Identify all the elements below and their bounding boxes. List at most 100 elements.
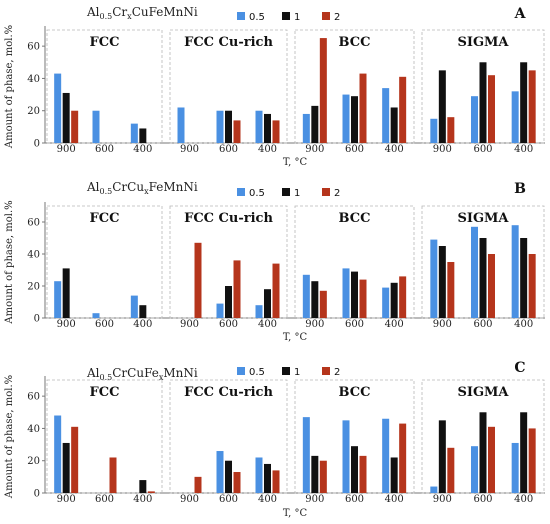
legend-label: 1	[294, 367, 300, 378]
x-tick-label: 600	[345, 494, 364, 505]
x-tick-label: 900	[433, 144, 452, 155]
y-tick-label: 20	[27, 106, 40, 117]
bar-series-2	[272, 263, 280, 318]
x-axis-label: T, °C	[283, 157, 308, 168]
bar-series-2	[194, 476, 202, 493]
x-tick-label: 900	[180, 494, 199, 505]
chart-title-part: FeMnNi	[149, 180, 198, 194]
bar-series-1	[520, 62, 528, 143]
bar-series-2	[488, 75, 495, 143]
bar-series-1	[479, 62, 487, 143]
panel-letter: C	[514, 360, 525, 376]
bar-series-0	[130, 123, 138, 143]
bar-series-1	[390, 282, 398, 318]
bar-series-1	[390, 457, 398, 493]
bar-series-0	[342, 94, 350, 143]
panel-letter: A	[514, 6, 527, 22]
bar-series-2	[194, 242, 202, 318]
x-tick-label: 900	[305, 494, 324, 505]
bar-series-0	[430, 239, 438, 318]
bar-series-0	[54, 73, 62, 143]
chart-panel-c: Amount of phase, mol.% 0 20 40 60 FCC 900 600 40…	[4, 360, 545, 519]
bar-series-0	[342, 268, 350, 318]
phase-group-label: SIGMA	[457, 35, 509, 50]
bar-series-1	[479, 238, 487, 318]
legend-label: 2	[334, 367, 340, 378]
chart-title-part: CrCuFe	[112, 366, 159, 380]
bar-series-0	[177, 107, 185, 143]
bar-series-2	[528, 428, 536, 493]
legend-swatch-0	[237, 12, 245, 20]
x-tick-label: 400	[133, 319, 152, 330]
phase-group-label: BCC	[339, 35, 371, 50]
bar-series-1	[139, 128, 147, 143]
bar-series-0	[216, 303, 224, 318]
y-tick-label: 0	[34, 489, 40, 500]
x-tick-label: 400	[514, 144, 533, 155]
legend-swatch-2	[322, 188, 330, 196]
chart-title-part: CuFeMnNi	[132, 5, 198, 19]
chart-panel-a: Amount of phase, mol.% 0 20 40 60 FCC 900 600 40…	[4, 5, 545, 168]
bar-series-2	[319, 38, 327, 144]
bar-series-0	[255, 110, 263, 143]
x-tick-label: 400	[258, 319, 277, 330]
bar-series-0	[302, 274, 310, 318]
bar-series-1	[438, 70, 446, 143]
phase-group-label: FCC	[90, 385, 120, 400]
legend-swatch-0	[237, 188, 245, 196]
x-tick-label: 400	[514, 494, 533, 505]
x-tick-label: 600	[95, 144, 114, 155]
legend-label: 2	[334, 188, 340, 199]
bar-series-0	[382, 88, 390, 143]
legend-swatch-0	[237, 367, 245, 375]
bar-series-1	[390, 107, 398, 143]
legend-swatch-1	[282, 12, 290, 20]
y-axis-label: Amount of phase, mol.%	[4, 25, 15, 149]
legend-swatch-2	[322, 12, 330, 20]
bar-series-1	[311, 455, 319, 493]
bar-series-1	[438, 246, 446, 318]
phase-group-label: SIGMA	[457, 385, 509, 400]
chart-title-part: Al	[86, 180, 100, 194]
y-tick-label: 0	[34, 314, 40, 325]
legend-swatch-2	[322, 367, 330, 375]
bar-series-2	[528, 70, 536, 143]
bar-series-0	[255, 457, 263, 493]
x-tick-label: 400	[385, 319, 404, 330]
x-tick-label: 600	[95, 494, 114, 505]
x-tick-label: 900	[433, 319, 452, 330]
legend-label: 2	[334, 12, 340, 23]
x-tick-label: 400	[258, 494, 277, 505]
bar-series-0	[255, 305, 263, 318]
chart-title-part: Cr	[112, 5, 127, 19]
chart-title-part: MnNi	[163, 366, 198, 380]
bar-series-0	[54, 415, 62, 493]
bar-series-0	[511, 225, 519, 318]
legend-label: 0.5	[249, 12, 265, 23]
phase-group-label: SIGMA	[457, 211, 509, 226]
bar-series-2	[233, 260, 241, 318]
bar-series-2	[447, 117, 455, 143]
bar-series-2	[399, 276, 407, 318]
x-tick-label: 600	[345, 319, 364, 330]
bar-series-2	[399, 423, 407, 493]
x-tick-label: 600	[473, 319, 492, 330]
chart-title-part: 0.5	[100, 12, 113, 21]
bar-series-1	[225, 286, 232, 318]
bar-series-2	[447, 447, 455, 493]
bar-series-0	[342, 420, 350, 493]
bar-series-0	[471, 446, 478, 493]
bar-series-2	[399, 76, 407, 143]
legend-swatch-1	[282, 188, 290, 196]
bar-series-2	[272, 470, 280, 493]
bar-series-2	[488, 426, 495, 493]
bar-series-1	[264, 289, 271, 318]
bar-series-1	[351, 446, 358, 493]
y-axis-label: Amount of phase, mol.%	[4, 200, 15, 324]
bar-series-2	[272, 120, 280, 143]
x-tick-label: 900	[305, 319, 324, 330]
y-tick-label: 60	[27, 218, 40, 229]
bar-series-0	[216, 451, 224, 493]
bar-series-1	[311, 105, 319, 143]
chart-title-part: 0.5	[100, 373, 113, 382]
